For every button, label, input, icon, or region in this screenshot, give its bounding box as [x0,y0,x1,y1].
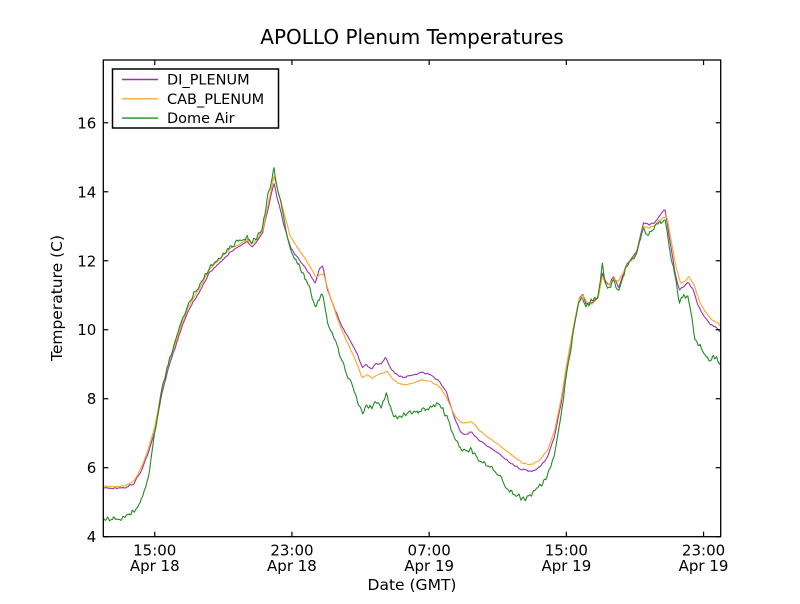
legend-item-di-plenum: DI_PLENUM [122,73,250,89]
x-axis-label: Date (GMT) [368,576,457,594]
series-group [102,167,722,522]
x-tick-label-date: Apr 19 [541,557,591,575]
y-tick-label: 6 [87,459,97,477]
y-tick-label: 14 [77,183,96,201]
x-tick-label-time: 15:00 [133,542,176,560]
y-tick-label: 10 [77,321,96,339]
axes-box [102,59,722,538]
x-tick-label-date: Apr 18 [130,557,180,575]
y-tick-label: 16 [77,114,96,132]
x-tick-label-time: 23:00 [270,542,313,560]
legend-item-cab-plenum: CAB_PLENUM [122,92,264,108]
series-line-di-plenum [103,183,722,490]
legend-label: CAB_PLENUM [167,92,264,108]
y-axis-label: Temperature (C) [48,235,66,362]
x-tick-label-date: Apr 18 [267,557,317,575]
legend-label: DI_PLENUM [167,73,250,89]
x-tick-label-date: Apr 19 [404,557,454,575]
x-tick-label-date: Apr 19 [679,557,729,575]
y-tick-label: 8 [87,390,97,408]
x-tick-label-time: 23:00 [682,542,725,560]
x-tick-label-time: 07:00 [408,542,451,560]
chart-title: APOLLO Plenum Temperatures [260,25,563,49]
legend: DI_PLENUM CAB_PLENUM Dome Air [111,68,280,129]
series-line-cab-plenum [103,176,722,488]
series-line-dome-air [102,167,722,522]
legend-label: Dome Air [167,111,235,127]
y-tick-label: 4 [87,528,97,546]
x-tick-label-time: 15:00 [545,542,588,560]
legend-item-dome-air: Dome Air [122,111,235,127]
y-tick-label: 12 [77,252,96,270]
